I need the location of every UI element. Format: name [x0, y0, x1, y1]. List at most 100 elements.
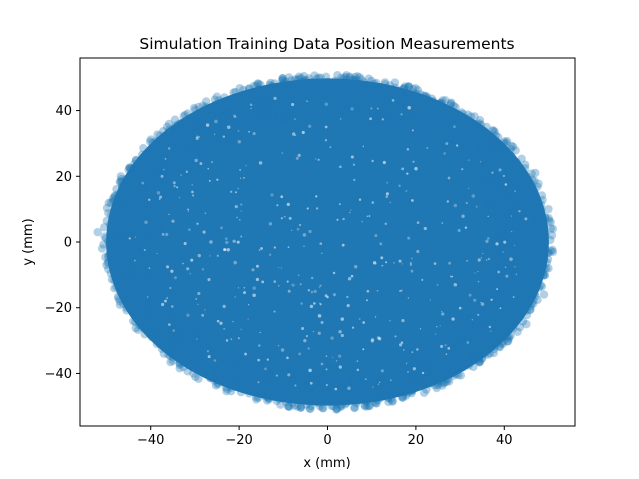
scatter-point [304, 113, 314, 123]
scatter-speckle [255, 264, 259, 268]
scatter-point [445, 117, 454, 127]
scatter-point [495, 342, 505, 352]
scatter-speckle [207, 278, 211, 282]
scatter-point [445, 119, 454, 128]
scatter-speckle [324, 125, 328, 129]
scatter-point [184, 145, 194, 155]
scatter-point [189, 115, 198, 125]
scatter-point [495, 234, 504, 244]
scatter-point [322, 92, 332, 102]
scatter-point [429, 109, 438, 118]
scatter-point [506, 144, 515, 154]
scatter-point [382, 116, 391, 126]
scatter-point [288, 398, 297, 408]
scatter-point [264, 99, 273, 109]
scatter-point [477, 312, 487, 321]
scatter-point [147, 223, 157, 232]
scatter-point [143, 306, 153, 316]
scatter-point [438, 106, 447, 115]
scatter-speckle [461, 214, 465, 218]
scatter-point [480, 162, 489, 171]
scatter-point [432, 136, 441, 145]
scatter-point [349, 129, 359, 138]
scatter-point [424, 367, 434, 376]
scatter-point [525, 305, 535, 315]
scatter-point [361, 397, 371, 406]
scatter-point [116, 177, 125, 187]
scatter-point [136, 253, 145, 262]
scatter-point [485, 340, 495, 350]
scatter-speckle [318, 286, 321, 289]
scatter-point [367, 117, 376, 126]
scatter-speckle [394, 335, 397, 338]
scatter-point [503, 260, 512, 269]
scatter-point [122, 303, 131, 312]
scatter-speckle [260, 247, 263, 250]
scatter-point [456, 119, 465, 128]
scatter-point [229, 94, 239, 103]
scatter-point [327, 91, 337, 100]
scatter-point [479, 296, 489, 306]
scatter-point [229, 134, 239, 143]
scatter-speckle [449, 275, 452, 278]
scatter-point [125, 268, 134, 278]
scatter-point [288, 372, 297, 382]
scatter-point [397, 376, 406, 386]
scatter-point [166, 326, 176, 335]
scatter-point [524, 224, 534, 234]
scatter-point [117, 232, 126, 241]
scatter-speckle [199, 162, 203, 165]
scatter-point [518, 219, 527, 228]
scatter-point [478, 291, 488, 300]
scatter-speckle [341, 243, 345, 247]
scatter-point [337, 101, 346, 110]
scatter-point [146, 159, 155, 169]
scatter-speckle [319, 302, 321, 304]
scatter-point [222, 108, 231, 118]
scatter-point [151, 304, 160, 314]
scatter-point [128, 216, 137, 225]
scatter-point [138, 221, 147, 231]
scatter-point [140, 285, 149, 295]
scatter-speckle [490, 330, 492, 332]
scatter-point [370, 394, 380, 403]
scatter-speckle [445, 353, 448, 355]
scatter-point [173, 122, 183, 132]
scatter-speckle [244, 352, 247, 356]
scatter-point [451, 135, 461, 144]
scatter-point [108, 256, 117, 266]
scatter-point [373, 112, 382, 122]
scatter-speckle [365, 299, 368, 302]
scatter-point [460, 162, 469, 171]
scatter-point [124, 197, 134, 207]
scatter-speckle [258, 161, 263, 165]
scatter-point [528, 208, 537, 218]
y-tick-label: −40 [45, 367, 72, 382]
scatter-point [362, 111, 372, 120]
scatter-point [503, 336, 513, 346]
scatter-point [129, 276, 138, 285]
scatter-point [143, 175, 153, 185]
scatter-point [232, 113, 242, 122]
scatter-point [214, 366, 223, 375]
scatter-speckle [268, 222, 273, 226]
scatter-point [485, 179, 495, 188]
scatter-speckle [197, 303, 199, 306]
scatter-point [128, 257, 137, 266]
scatter-speckle [287, 373, 291, 377]
scatter-point [402, 391, 411, 400]
scatter-point [487, 169, 496, 178]
scatter-point [531, 291, 540, 301]
scatter-point [137, 323, 147, 332]
scatter-point [284, 402, 294, 411]
scatter-point [305, 80, 314, 89]
scatter-point [486, 176, 495, 185]
scatter-point [440, 331, 449, 340]
scatter-point [226, 101, 235, 111]
scatter-point [342, 393, 351, 403]
scatter-point [455, 340, 464, 349]
scatter-point [159, 187, 168, 196]
scatter-point [410, 377, 419, 387]
scatter-point [114, 239, 123, 249]
scatter-point [155, 136, 165, 145]
